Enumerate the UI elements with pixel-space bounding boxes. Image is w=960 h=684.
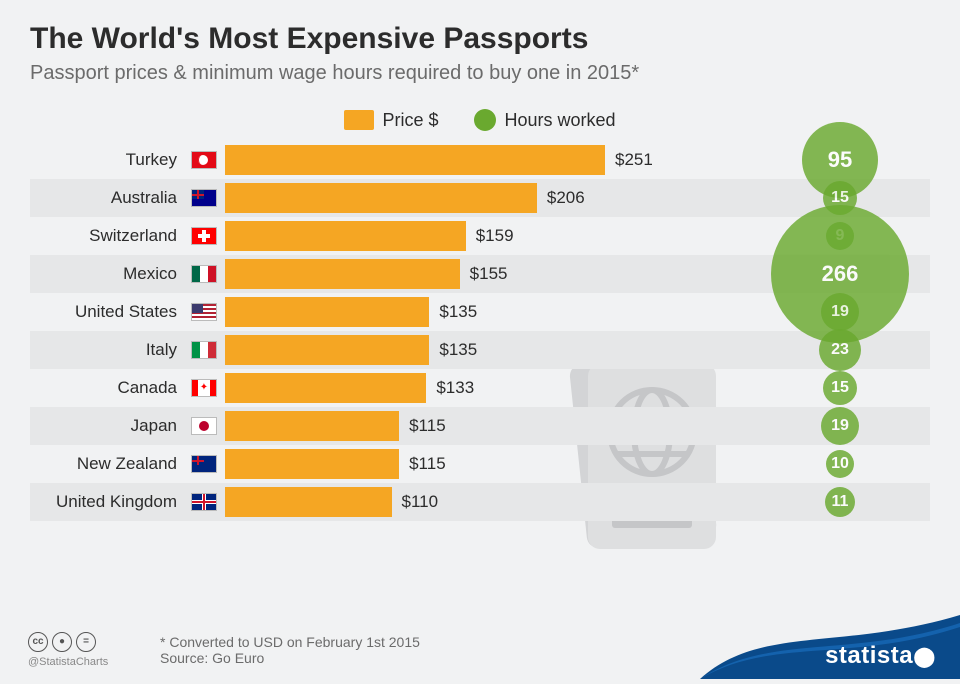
- chart-row: United Kingdom $110 11: [30, 483, 930, 521]
- price-value: $251: [615, 150, 653, 170]
- hours-bubble: 10: [826, 450, 854, 478]
- flag-icon: [191, 341, 217, 359]
- bar-container: $115: [225, 445, 750, 483]
- price-bar: [225, 335, 429, 365]
- bar-container: $206: [225, 179, 750, 217]
- price-swatch: [344, 110, 374, 130]
- chart-row: New Zealand $115 10: [30, 445, 930, 483]
- bubble-container: 23: [750, 331, 930, 369]
- hours-bubble: 19: [821, 293, 859, 331]
- price-value: $135: [439, 302, 477, 322]
- legend-hours-label: Hours worked: [504, 110, 615, 131]
- price-bar: [225, 221, 466, 251]
- hours-bubble: 23: [819, 329, 861, 371]
- country-label: Turkey: [30, 150, 185, 170]
- flag-icon: [191, 493, 217, 511]
- price-value: $110: [402, 492, 439, 512]
- bubble-container: 95: [750, 141, 930, 179]
- chart-row: Australia$20615: [30, 179, 930, 217]
- flag-icon: [191, 227, 217, 245]
- hours-bubble: 19: [821, 407, 859, 445]
- country-label: Mexico: [30, 264, 185, 284]
- country-label: United Kingdom: [30, 492, 185, 512]
- flag-icon: [191, 265, 217, 283]
- chart-row: Turkey $251 95: [30, 141, 930, 179]
- flag-icon: [191, 417, 217, 435]
- country-label: Australia: [30, 188, 185, 208]
- price-value: $159: [476, 226, 514, 246]
- source: Source: Go Euro: [160, 650, 420, 666]
- price-value: $135: [439, 340, 477, 360]
- country-label: Canada: [30, 378, 185, 398]
- footer-left: cc ● = @StatistaCharts: [28, 632, 108, 671]
- price-value: $115: [409, 454, 446, 474]
- header: The World's Most Expensive Passports Pas…: [0, 0, 960, 95]
- price-bar: [225, 297, 429, 327]
- cc-icons: cc ● =: [28, 632, 108, 652]
- bar-container: $135: [225, 331, 750, 369]
- price-bar: [225, 373, 426, 403]
- bar-container: $115: [225, 407, 750, 445]
- chart-subtitle: Passport prices & minimum wage hours req…: [30, 62, 930, 85]
- country-label: Italy: [30, 340, 185, 360]
- chart-title: The World's Most Expensive Passports: [30, 22, 930, 56]
- chart-row: Japan $115 19: [30, 407, 930, 445]
- price-bar: [225, 145, 605, 175]
- legend-price-label: Price $: [382, 110, 438, 131]
- price-value: $206: [547, 188, 585, 208]
- bubble-container: 19: [750, 407, 930, 445]
- bar-container: $133: [225, 369, 750, 407]
- bubble-container: 15: [750, 369, 930, 407]
- handle: @StatistaCharts: [28, 654, 108, 671]
- legend-price: Price $: [344, 109, 438, 131]
- chart-row: Italy $135 23: [30, 331, 930, 369]
- price-bar: [225, 259, 460, 289]
- bubble-container: 266: [750, 255, 930, 293]
- flag-icon: [191, 455, 217, 473]
- flag-icon: [191, 303, 217, 321]
- bubble-container: 10: [750, 445, 930, 483]
- bar-container: $159: [225, 217, 750, 255]
- country-label: Switzerland: [30, 226, 185, 246]
- price-bar: [225, 411, 399, 441]
- brand-logo: statista⬤: [825, 642, 936, 670]
- chart-row: Mexico $155 266: [30, 255, 930, 293]
- price-bar: [225, 183, 537, 213]
- country-label: New Zealand: [30, 454, 185, 474]
- bar-container: $135: [225, 293, 750, 331]
- bar-container: $110: [225, 483, 750, 521]
- by-icon: ●: [52, 632, 72, 652]
- flag-icon: [191, 379, 217, 397]
- bar-container: $155: [225, 255, 750, 293]
- country-label: Japan: [30, 416, 185, 436]
- bar-container: $251: [225, 141, 750, 179]
- hours-swatch: [474, 109, 496, 131]
- price-value: $155: [470, 264, 508, 284]
- price-bar: [225, 487, 392, 517]
- footer: cc ● = @StatistaCharts * Converted to US…: [0, 620, 960, 684]
- flag-icon: [191, 189, 217, 207]
- hours-bubble: 11: [825, 487, 855, 517]
- bubble-container: 11: [750, 483, 930, 521]
- chart-area: Turkey $251 95 Australia $206 15 Switzerland $1…: [0, 141, 960, 521]
- country-label: United States: [30, 302, 185, 322]
- cc-icon: cc: [28, 632, 48, 652]
- price-bar: [225, 449, 399, 479]
- chart-row: Canada $133 15: [30, 369, 930, 407]
- hours-bubble: 15: [823, 371, 857, 405]
- legend-hours: Hours worked: [474, 109, 615, 131]
- footer-right: statista⬤: [700, 615, 960, 684]
- flag-icon: [191, 151, 217, 169]
- price-value: $115: [409, 416, 446, 436]
- price-value: $133: [436, 378, 474, 398]
- footnote: * Converted to USD on February 1st 2015: [160, 634, 420, 650]
- nd-icon: =: [76, 632, 96, 652]
